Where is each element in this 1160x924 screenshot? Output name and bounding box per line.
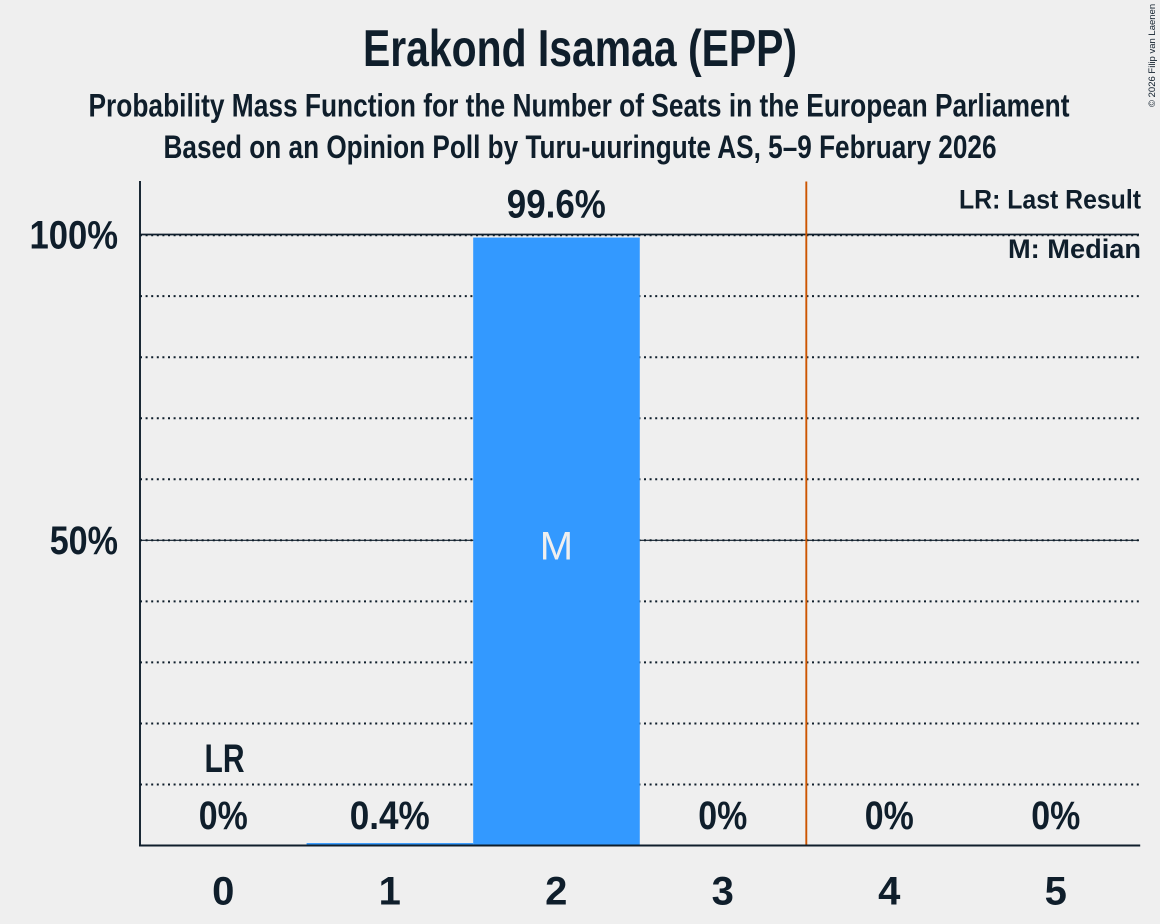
- svg-text:1: 1: [379, 870, 401, 914]
- svg-text:0%: 0%: [698, 794, 747, 838]
- svg-text:Based on an Opinion Poll by Tu: Based on an Opinion Poll by Turu-uuringu…: [164, 129, 997, 165]
- svg-text:5: 5: [1045, 870, 1067, 914]
- svg-text:50%: 50%: [50, 519, 118, 563]
- svg-text:0%: 0%: [865, 794, 914, 838]
- svg-text:LR: Last Result: LR: Last Result: [959, 185, 1141, 215]
- svg-text:4: 4: [878, 870, 901, 914]
- svg-text:© 2026 Filip van Laenen: © 2026 Filip van Laenen: [1147, 4, 1158, 107]
- svg-text:100%: 100%: [30, 213, 119, 257]
- svg-text:Erakond Isamaa (EPP): Erakond Isamaa (EPP): [363, 20, 797, 78]
- svg-text:99.6%: 99.6%: [507, 183, 606, 227]
- svg-text:M: Median: M: Median: [1008, 234, 1141, 264]
- svg-text:Probability Mass Function for: Probability Mass Function for the Number…: [89, 88, 1070, 124]
- svg-text:3: 3: [712, 870, 734, 914]
- svg-text:2: 2: [545, 870, 567, 914]
- svg-text:0.4%: 0.4%: [350, 794, 430, 838]
- svg-text:LR: LR: [205, 737, 245, 781]
- svg-text:0%: 0%: [1031, 794, 1080, 838]
- svg-text:0: 0: [212, 870, 234, 914]
- svg-text:M: M: [540, 525, 573, 569]
- svg-text:0%: 0%: [199, 794, 248, 838]
